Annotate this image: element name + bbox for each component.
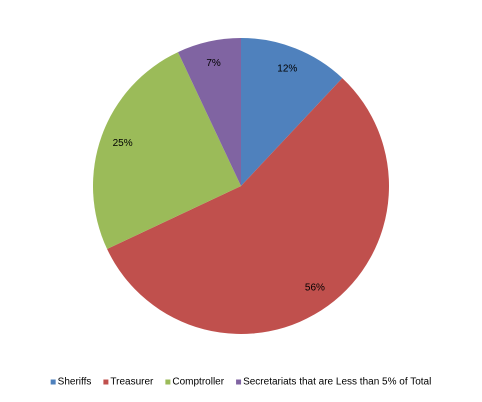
data-label: 56% — [305, 282, 325, 293]
legend-label: Secretariats that are Less than 5% of To… — [243, 377, 431, 388]
legend-swatch — [50, 379, 56, 385]
legend-label: Comptroller — [172, 377, 224, 388]
pie-slice — [107, 78, 389, 334]
legend-label: Sheriffs — [58, 377, 92, 388]
legend-label: Treasurer — [110, 377, 154, 388]
legend-swatch — [236, 379, 242, 385]
data-label: 7% — [206, 58, 221, 69]
legend-swatch — [103, 379, 109, 385]
legend-swatch — [165, 379, 171, 385]
data-label: 12% — [277, 64, 297, 75]
legend: Sheriffs Treasurer Comptroller Secretariats… — [50, 377, 431, 388]
pie-slice — [177, 38, 241, 186]
pie-slice — [241, 38, 343, 186]
data-label: 25% — [113, 138, 133, 149]
pie-slice — [92, 52, 241, 250]
